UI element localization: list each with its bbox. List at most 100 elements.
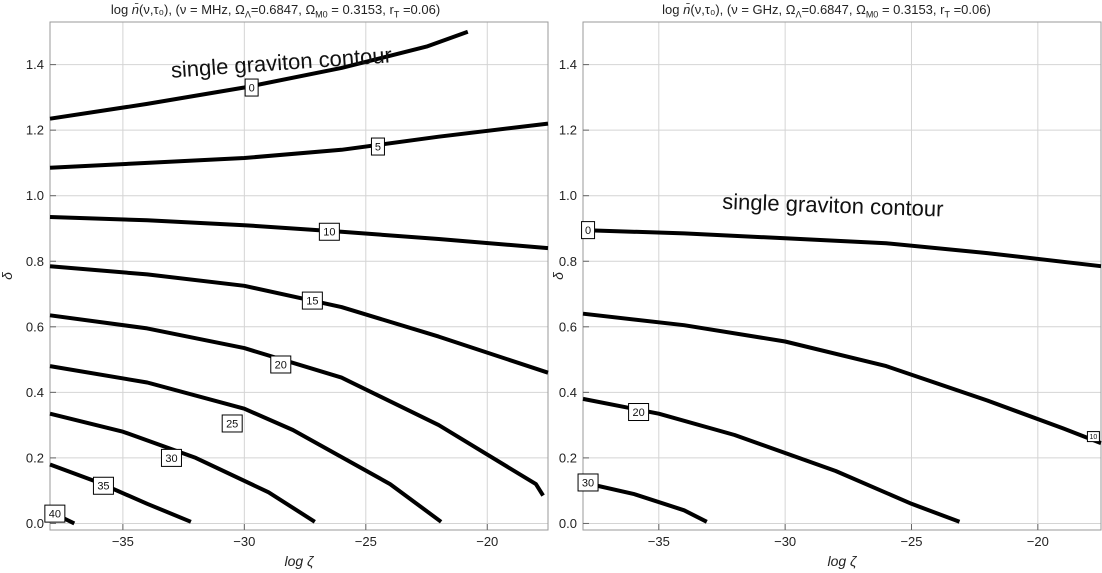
y-tick-label: 0.4 bbox=[26, 385, 44, 400]
title-end: =0.06) bbox=[949, 2, 991, 17]
contour-label-15: 15 bbox=[301, 291, 323, 310]
title-prefix: log bbox=[110, 2, 132, 17]
contour-label-text: 10 bbox=[323, 227, 335, 239]
title-nbar: n̄ bbox=[683, 2, 691, 17]
y-tick-label: 0.4 bbox=[559, 385, 577, 400]
contour-label-5: 5 bbox=[370, 137, 385, 156]
left-contour-panel: log n̄(ν,τ₀), (ν = MHz, ΩΛ=0.6847, ΩM0 =… bbox=[0, 2, 551, 569]
contour-label-box bbox=[628, 403, 650, 422]
contour-label-text: 0 bbox=[249, 83, 255, 95]
contour-label-text: 40 bbox=[49, 509, 61, 521]
contour-label-0: 0 bbox=[244, 78, 259, 97]
contour-label-25: 25 bbox=[221, 414, 243, 433]
x-tick-label: −30 bbox=[774, 534, 796, 549]
x-tick-label: −25 bbox=[355, 534, 377, 549]
title-tail: = 0.3153, r bbox=[327, 2, 394, 17]
title-sub-lambda: Λ bbox=[795, 9, 802, 20]
title-tail: = 0.3153, r bbox=[878, 2, 945, 17]
title-end: =0.06) bbox=[399, 2, 441, 17]
single-graviton-annotation: single graviton contour bbox=[722, 189, 944, 222]
contour-label-35: 35 bbox=[92, 476, 114, 495]
contour-label-text: 35 bbox=[97, 481, 109, 493]
y-axis-label: δ bbox=[0, 272, 15, 280]
contour-label-box bbox=[44, 504, 66, 523]
contour-label-box bbox=[92, 476, 114, 495]
contour-label-box bbox=[160, 448, 182, 467]
contour-line-0 bbox=[582, 228, 1102, 269]
y-tick-label: 1.0 bbox=[26, 188, 44, 203]
contour-label-10: 10 bbox=[1086, 431, 1100, 443]
title-sub-m0: M0 bbox=[315, 9, 328, 20]
y-tick-label: 0.6 bbox=[26, 319, 44, 334]
x-tick-label: −35 bbox=[648, 534, 670, 549]
y-axis-label: δ bbox=[551, 272, 566, 280]
y-tick-label: 0.2 bbox=[26, 450, 44, 465]
contour-label-text: 20 bbox=[275, 359, 287, 371]
x-tick-label: −20 bbox=[1027, 534, 1049, 549]
y-tick-label: 1.0 bbox=[559, 188, 577, 203]
plot-frame bbox=[49, 21, 549, 531]
contour-line-30 bbox=[49, 411, 316, 524]
contour-label-text: 10 bbox=[1090, 434, 1098, 441]
title-sub-lambda: Λ bbox=[244, 9, 251, 20]
x-tick-label: −20 bbox=[476, 534, 498, 549]
contour-line-15 bbox=[49, 264, 549, 375]
chart-title: log n̄(ν,τ₀), (ν = MHz, ΩΛ=0.6847, ΩM0 =… bbox=[0, 2, 551, 20]
right-contour-plot: −35 −30 −25 −20 0.0 0.2 0.4 0.6 0.8 1.0 1.2 1.4 log … bbox=[551, 21, 1102, 569]
contour-label-text: 30 bbox=[582, 477, 594, 489]
contour-label-text: 20 bbox=[632, 407, 644, 419]
title-mid: =0.6847, Ω bbox=[250, 2, 316, 17]
y-tick-label: 0.0 bbox=[26, 516, 44, 531]
contour-line-30 bbox=[582, 480, 708, 524]
single-graviton-annotation: single graviton contour bbox=[170, 42, 393, 82]
contour-label-box bbox=[318, 222, 340, 241]
contour-label-text: 15 bbox=[306, 296, 318, 308]
contour-label-box bbox=[370, 137, 385, 156]
title-mid: =0.6847, Ω bbox=[801, 2, 866, 17]
contour-label-30: 30 bbox=[160, 448, 182, 467]
contour-line-20 bbox=[49, 313, 545, 497]
x-tick-label: −25 bbox=[900, 534, 922, 549]
title-prefix: log bbox=[662, 2, 684, 17]
contour-label-box bbox=[301, 291, 323, 310]
right-contour-panel: log n̄(ν,τ₀), (ν = GHz, ΩΛ=0.6847, ΩM0 =… bbox=[551, 0, 1102, 573]
contour-label-box bbox=[221, 414, 243, 433]
left-contour-plot: −35 −30 −25 −20 0.0 0.2 0.4 0.6 0.8 1.0 1.2 1.4 log … bbox=[0, 21, 549, 569]
y-tick-label: 1.4 bbox=[559, 57, 577, 72]
y-tick-label: 1.2 bbox=[26, 123, 44, 138]
contour-label-text: 0 bbox=[585, 225, 591, 237]
contour-label-box bbox=[1086, 431, 1100, 443]
contour-line-10 bbox=[582, 311, 1102, 445]
plot-frame bbox=[582, 21, 1102, 531]
contour-line-10 bbox=[49, 215, 549, 251]
contour-line-0 bbox=[49, 29, 469, 121]
y-tick-label: 0.8 bbox=[559, 254, 577, 269]
title-sub-t: T bbox=[393, 9, 400, 20]
contour-label-box bbox=[270, 355, 292, 374]
contour-label-text: 30 bbox=[165, 453, 177, 465]
y-tick-label: 0.2 bbox=[559, 450, 577, 465]
contour-label-text: 5 bbox=[375, 142, 381, 154]
contour-label-box bbox=[577, 473, 599, 492]
title-sub-m0: M0 bbox=[865, 9, 879, 20]
contour-label-30: 30 bbox=[577, 473, 599, 492]
title-args: (ν,τ₀), (ν = GHz, Ω bbox=[690, 2, 796, 17]
title-sub-t: T bbox=[944, 9, 950, 20]
contour-line-35 bbox=[49, 462, 192, 524]
y-tick-label: 1.2 bbox=[559, 123, 577, 138]
title-nbar: n̄ bbox=[131, 2, 140, 17]
x-tick-label: −35 bbox=[112, 534, 134, 549]
y-tick-label: 0.6 bbox=[559, 319, 577, 334]
y-tick-label: 0.8 bbox=[26, 254, 44, 269]
contour-label-10: 10 bbox=[318, 222, 340, 241]
contour-label-box bbox=[244, 78, 259, 97]
y-tick-label: 1.4 bbox=[26, 57, 44, 72]
contour-label-20: 20 bbox=[628, 403, 650, 422]
chart-title: log n̄(ν,τ₀), (ν = GHz, ΩΛ=0.6847, ΩM0 =… bbox=[551, 2, 1102, 20]
contour-label-20: 20 bbox=[270, 355, 292, 374]
contour-label-40: 40 bbox=[44, 504, 66, 523]
contour-label-text: 25 bbox=[226, 418, 238, 430]
contour-label-0: 0 bbox=[581, 221, 596, 240]
y-tick-label: 0.0 bbox=[559, 516, 577, 531]
contour-line-25 bbox=[49, 364, 443, 524]
